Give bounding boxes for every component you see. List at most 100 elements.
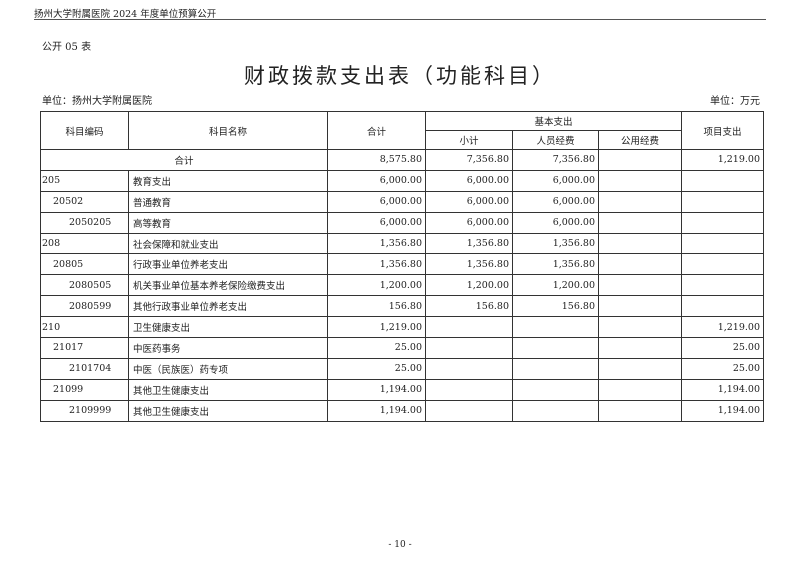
cell-subtotal bbox=[425, 316, 513, 339]
cell-public bbox=[597, 399, 683, 422]
cell-name: 社会保障和就业支出 bbox=[128, 232, 328, 255]
col-public: 公用经费 bbox=[597, 130, 683, 150]
total-label: 合计 bbox=[40, 149, 328, 171]
cell-project bbox=[681, 253, 765, 276]
cell-personnel bbox=[512, 357, 599, 380]
cell-code: 21017 bbox=[40, 337, 129, 359]
cell-public bbox=[597, 211, 683, 234]
cell-personnel: 6,000.00 bbox=[512, 211, 599, 234]
page-title: 财政拨款支出表（功能科目） bbox=[244, 64, 556, 88]
cell-total: 6,000.00 bbox=[327, 169, 426, 192]
cell-total: 1,219.00 bbox=[327, 316, 426, 339]
unit-currency: 单位：万元 bbox=[710, 96, 760, 107]
cell-total: 8,575.80 bbox=[327, 149, 426, 171]
cell-total: 25.00 bbox=[327, 357, 426, 380]
cell-total: 1,194.00 bbox=[327, 399, 426, 422]
unit-organization: 单位：扬州大学附属医院 bbox=[42, 96, 152, 107]
cell-subtotal: 1,200.00 bbox=[425, 274, 513, 297]
cell-total: 1,200.00 bbox=[327, 274, 426, 297]
cell-code: 2080505 bbox=[40, 274, 129, 297]
cell-subtotal bbox=[425, 357, 513, 380]
cell-subtotal: 7,356.80 bbox=[425, 149, 513, 171]
cell-code: 2109999 bbox=[40, 399, 129, 422]
total-row: 合计 8,575.80 7,356.80 7,356.80 1,219.00 bbox=[40, 149, 765, 171]
cell-public bbox=[597, 190, 683, 213]
col-total: 合计 bbox=[327, 111, 426, 150]
cell-name: 其他卫生健康支出 bbox=[128, 399, 328, 422]
table-row: 2080599 其他行政事业单位养老支出 156.80 156.80 156.80 bbox=[40, 295, 765, 318]
cell-personnel: 1,356.80 bbox=[512, 253, 599, 276]
cell-subtotal: 6,000.00 bbox=[425, 190, 513, 213]
table-row: 205 教育支出 6,000.00 6,000.00 6,000.00 bbox=[40, 169, 765, 192]
col-subtotal: 小计 bbox=[425, 130, 513, 150]
cell-subtotal: 6,000.00 bbox=[425, 169, 513, 192]
cell-subtotal: 156.80 bbox=[425, 295, 513, 318]
cell-project bbox=[681, 295, 765, 318]
col-basic: 基本支出 bbox=[424, 111, 683, 131]
cell-total: 1,194.00 bbox=[327, 378, 426, 401]
cell-subtotal bbox=[425, 337, 513, 359]
cell-subtotal: 1,356.80 bbox=[425, 232, 513, 255]
page-number: - 10 - bbox=[388, 540, 412, 550]
col-personnel: 人员经费 bbox=[512, 130, 599, 150]
cell-project bbox=[681, 211, 765, 234]
running-header: 扬州大学附属医院 2024 年度单位预算公开 bbox=[34, 9, 217, 20]
cell-personnel bbox=[512, 337, 599, 359]
cell-project: 1,219.00 bbox=[681, 149, 765, 171]
cell-name: 高等教育 bbox=[128, 211, 328, 234]
table-row: 2109999 其他卫生健康支出 1,194.00 1,194.00 bbox=[40, 399, 765, 422]
cell-code: 2101704 bbox=[40, 357, 129, 380]
cell-public bbox=[597, 337, 683, 359]
cell-name: 普通教育 bbox=[128, 190, 328, 213]
cell-total: 6,000.00 bbox=[327, 211, 426, 234]
cell-code: 210 bbox=[40, 316, 129, 339]
cell-code: 2050205 bbox=[40, 211, 129, 234]
cell-personnel: 7,356.80 bbox=[512, 149, 599, 171]
cell-code: 20805 bbox=[40, 253, 129, 276]
cell-public bbox=[597, 232, 683, 255]
table-row: 21017 中医药事务 25.00 25.00 bbox=[40, 337, 765, 359]
cell-code: 205 bbox=[40, 169, 129, 192]
cell-project: 25.00 bbox=[681, 337, 765, 359]
cell-project bbox=[681, 169, 765, 192]
cell-name: 行政事业单位养老支出 bbox=[128, 253, 328, 276]
cell-public bbox=[597, 378, 683, 401]
cell-project bbox=[681, 274, 765, 297]
form-number: 公开 05 表 bbox=[42, 42, 92, 53]
cell-subtotal: 1,356.80 bbox=[425, 253, 513, 276]
table-row: 208 社会保障和就业支出 1,356.80 1,356.80 1,356.80 bbox=[40, 232, 765, 255]
table-row: 21099 其他卫生健康支出 1,194.00 1,194.00 bbox=[40, 378, 765, 401]
cell-name: 中医药事务 bbox=[128, 337, 328, 359]
cell-subtotal bbox=[425, 399, 513, 422]
col-code: 科目编码 bbox=[40, 111, 129, 150]
cell-project bbox=[681, 190, 765, 213]
cell-public bbox=[597, 253, 683, 276]
table-row: 2080505 机关事业单位基本养老保险缴费支出 1,200.00 1,200.00 1… bbox=[40, 274, 765, 297]
cell-personnel: 1,356.80 bbox=[512, 232, 599, 255]
col-name: 科目名称 bbox=[128, 111, 328, 150]
cell-total: 6,000.00 bbox=[327, 190, 426, 213]
cell-personnel: 1,200.00 bbox=[512, 274, 599, 297]
cell-project bbox=[681, 232, 765, 255]
cell-personnel bbox=[512, 316, 599, 339]
cell-name: 卫生健康支出 bbox=[128, 316, 328, 339]
cell-name: 中医（民族医）药专项 bbox=[128, 357, 328, 380]
cell-public bbox=[597, 357, 683, 380]
cell-name: 其他行政事业单位养老支出 bbox=[128, 295, 328, 318]
cell-public bbox=[597, 274, 683, 297]
cell-public bbox=[597, 169, 683, 192]
cell-code: 21099 bbox=[40, 378, 129, 401]
cell-name: 教育支出 bbox=[128, 169, 328, 192]
header-divider bbox=[34, 19, 766, 20]
cell-name: 机关事业单位基本养老保险缴费支出 bbox=[128, 274, 328, 297]
cell-personnel bbox=[512, 399, 599, 422]
cell-name: 其他卫生健康支出 bbox=[128, 378, 328, 401]
table-row: 210 卫生健康支出 1,219.00 1,219.00 bbox=[40, 316, 765, 339]
cell-project: 1,194.00 bbox=[681, 399, 765, 422]
cell-project: 25.00 bbox=[681, 357, 765, 380]
cell-code: 20502 bbox=[40, 190, 129, 213]
cell-personnel bbox=[512, 378, 599, 401]
cell-project: 1,194.00 bbox=[681, 378, 765, 401]
cell-total: 1,356.80 bbox=[327, 253, 426, 276]
cell-project: 1,219.00 bbox=[681, 316, 765, 339]
